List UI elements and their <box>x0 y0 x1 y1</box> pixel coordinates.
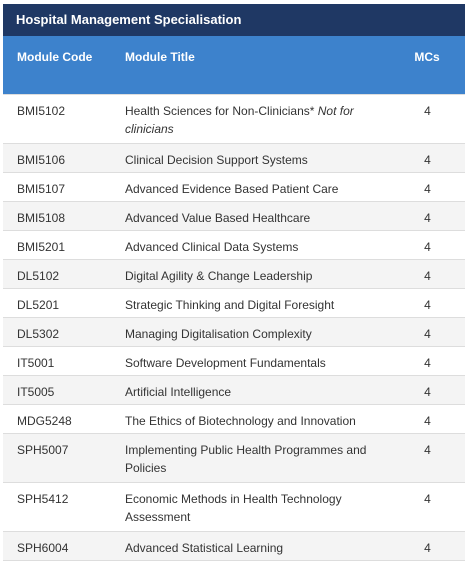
table-row: IT5005 Artificial Intelligence 4 <box>3 374 465 404</box>
cell-mcs: 4 <box>395 345 465 375</box>
cell-module-code: DL5302 <box>3 316 111 346</box>
module-title-text: Managing Digitalisation Complexity <box>125 326 312 341</box>
table-row: DL5102 Digital Agility & Change Leadershi… <box>3 258 465 288</box>
cell-module-title: Managing Digitalisation Complexity <box>111 316 395 346</box>
cell-mcs: 4 <box>395 374 465 404</box>
cell-module-title: Strategic Thinking and Digital Foresight <box>111 287 395 317</box>
module-title-text: Advanced Value Based Healthcare <box>125 210 311 225</box>
module-title-text: Advanced Clinical Data Systems <box>125 239 299 254</box>
table-row: BMI5102 Health Sciences for Non-Clinician… <box>3 93 465 143</box>
header-mcs: MCs <box>414 50 440 64</box>
cell-mcs: 4 <box>395 432 465 482</box>
cell-module-title: Health Sciences for Non-Clinicians* Not … <box>111 93 395 143</box>
cell-module-title: Software Development Fundamentals <box>111 345 395 375</box>
module-title-text: Implementing Public Health Programmes an… <box>125 442 367 475</box>
table-row: SPH5007 Implementing Public Health Progra… <box>3 432 465 482</box>
cell-module-code: DL5102 <box>3 258 111 288</box>
cell-mcs: 4 <box>395 142 465 172</box>
module-title-text: Health Sciences for Non-Clinicians* <box>125 103 315 118</box>
module-title-text: Advanced Evidence Based Patient Care <box>125 181 339 196</box>
cell-mcs: 4 <box>395 171 465 201</box>
table-title: Hospital Management Specialisation <box>3 4 465 36</box>
cell-module-title: Implementing Public Health Programmes an… <box>111 432 395 482</box>
cell-mcs: 4 <box>395 287 465 317</box>
cell-mcs: 4 <box>395 403 465 433</box>
module-table-container: Hospital Management Specialisation Modul… <box>3 4 465 561</box>
table-row: BMI5107 Advanced Evidence Based Patient C… <box>3 171 465 201</box>
table-row: IT5001 Software Development Fundamentals 4 <box>3 345 465 375</box>
table-row: BMI5108 Advanced Value Based Healthcare 4 <box>3 200 465 230</box>
table-row: BMI5106 Clinical Decision Support Systems… <box>3 142 465 172</box>
module-title-text: Strategic Thinking and Digital Foresight <box>125 297 335 312</box>
cell-module-code: IT5001 <box>3 345 111 375</box>
module-title-note: Not for clinicians <box>125 103 354 136</box>
cell-module-title: Advanced Clinical Data Systems <box>111 229 395 259</box>
cell-mcs: 4 <box>395 481 465 531</box>
cell-module-title: Digital Agility & Change Leadership <box>111 258 395 288</box>
cell-mcs: 4 <box>395 316 465 346</box>
cell-module-code: DL5201 <box>3 287 111 317</box>
cell-mcs: 4 <box>395 229 465 259</box>
module-title-text: Artificial Intelligence <box>125 384 232 399</box>
cell-module-code: BMI5106 <box>3 142 111 172</box>
cell-mcs: 4 <box>395 93 465 143</box>
module-table: Module Code Module Title MCs BMI5102 Heal… <box>3 36 465 561</box>
module-title-text: Economic Methods in Health Technology As… <box>125 491 342 524</box>
header-module-code: Module Code <box>17 50 93 64</box>
cell-mcs: 4 <box>395 530 465 560</box>
table-row: MDG5248 The Ethics of Biotechnology and I… <box>3 403 465 433</box>
table-row: DL5201 Strategic Thinking and Digital For… <box>3 287 465 317</box>
cell-module-code: IT5005 <box>3 374 111 404</box>
cell-module-title: Economic Methods in Health Technology As… <box>111 481 395 531</box>
module-title-text: Digital Agility & Change Leadership <box>125 268 313 283</box>
cell-mcs: 4 <box>395 200 465 230</box>
cell-module-code: BMI5107 <box>3 171 111 201</box>
cell-module-title: Advanced Statistical Learning <box>111 530 395 560</box>
module-title-text: Advanced Statistical Learning <box>125 540 284 555</box>
cell-mcs: 4 <box>395 258 465 288</box>
module-title-text: Clinical Decision Support Systems <box>125 152 308 167</box>
cell-module-code: BMI5108 <box>3 200 111 230</box>
table-row: DL5302 Managing Digitalisation Complexity… <box>3 316 465 346</box>
table-row: SPH6004 Advanced Statistical Learning 4 <box>3 530 465 560</box>
cell-module-code: MDG5248 <box>3 403 111 433</box>
cell-module-title: Advanced Value Based Healthcare <box>111 200 395 230</box>
cell-module-code: SPH6004 <box>3 530 111 560</box>
table-body: BMI5102 Health Sciences for Non-Clinician… <box>3 93 465 560</box>
cell-module-code: BMI5201 <box>3 229 111 259</box>
cell-module-code: BMI5102 <box>3 93 111 143</box>
table-header-row: Module Code Module Title MCs <box>3 36 465 94</box>
cell-module-code: SPH5412 <box>3 481 111 531</box>
cell-module-title: The Ethics of Biotechnology and Innovati… <box>111 403 395 433</box>
cell-module-title: Artificial Intelligence <box>111 374 395 404</box>
module-title-text: The Ethics of Biotechnology and Innovati… <box>125 413 356 428</box>
cell-module-code: SPH5007 <box>3 432 111 482</box>
cell-module-title: Clinical Decision Support Systems <box>111 142 395 172</box>
header-module-title: Module Title <box>125 50 195 64</box>
cell-module-title: Advanced Evidence Based Patient Care <box>111 171 395 201</box>
table-row: BMI5201 Advanced Clinical Data Systems 4 <box>3 229 465 259</box>
module-title-text: Software Development Fundamentals <box>125 355 326 370</box>
table-row: SPH5412 Economic Methods in Health Techno… <box>3 481 465 531</box>
